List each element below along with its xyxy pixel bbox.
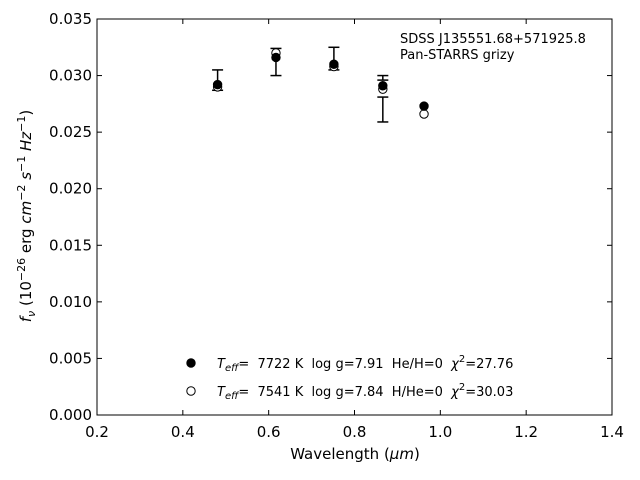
y-tick-label: 0.005 xyxy=(49,349,92,367)
points xyxy=(212,48,429,119)
x-tick-label: 0.2 xyxy=(85,423,109,441)
model-point-filled xyxy=(212,79,223,90)
x-tick-label: 0.6 xyxy=(257,423,281,441)
x-axis-label: Wavelength (μm) xyxy=(290,445,420,463)
y-tick-label: 0.010 xyxy=(49,293,92,311)
model-point-filled xyxy=(419,101,429,111)
plot-frame xyxy=(96,18,613,416)
y-tick-label: 0.035 xyxy=(49,10,92,28)
x-tick-label: 0.8 xyxy=(343,423,367,441)
observed-errorbar xyxy=(377,96,389,123)
y-tick-label: 0.020 xyxy=(49,180,92,198)
model-point-open xyxy=(419,109,429,119)
tick-labels: 0.2 0.4 0.6 0.8 1.0 1.2 1.4 0.000 0.005 0.010 0.01… xyxy=(49,10,624,441)
x-tick-label: 1.0 xyxy=(428,423,452,441)
x-tick-label: 1.2 xyxy=(514,423,538,441)
y-tick-label: 0.025 xyxy=(49,123,92,141)
y-tick-label: 0.015 xyxy=(49,236,92,254)
model-point-filled xyxy=(271,52,281,63)
y-axis-label: fν (10−26 erg cm−2 s−1 Hz−1) xyxy=(15,110,38,322)
errorbars xyxy=(212,46,389,123)
model-point-filled xyxy=(329,59,339,69)
legend-label-open: Teff= 7541 K log g=7.84 H/He=0 χ2=30.03 xyxy=(217,382,513,402)
y-tick-label: 0.030 xyxy=(49,67,92,85)
legend-label-filled: Teff= 7722 K log g=7.91 He/H=0 χ2=27.76 xyxy=(217,354,513,374)
legend: Teff= 7722 K log g=7.91 He/H=0 χ2=27.76 … xyxy=(186,354,513,402)
legend-marker-filled xyxy=(186,358,196,368)
annotation-survey: Pan-STARRS grizy xyxy=(400,48,515,63)
model-point-filled xyxy=(378,81,388,91)
x-tick-label: 0.4 xyxy=(171,423,195,441)
legend-marker-open xyxy=(186,386,196,396)
observed-errorbar xyxy=(377,74,389,81)
x-tick-label: 1.4 xyxy=(600,423,624,441)
ticks xyxy=(96,18,613,416)
y-tick-label: 0.000 xyxy=(49,406,92,424)
annotation-object-name: SDSS J135551.68+571925.8 xyxy=(400,32,586,47)
